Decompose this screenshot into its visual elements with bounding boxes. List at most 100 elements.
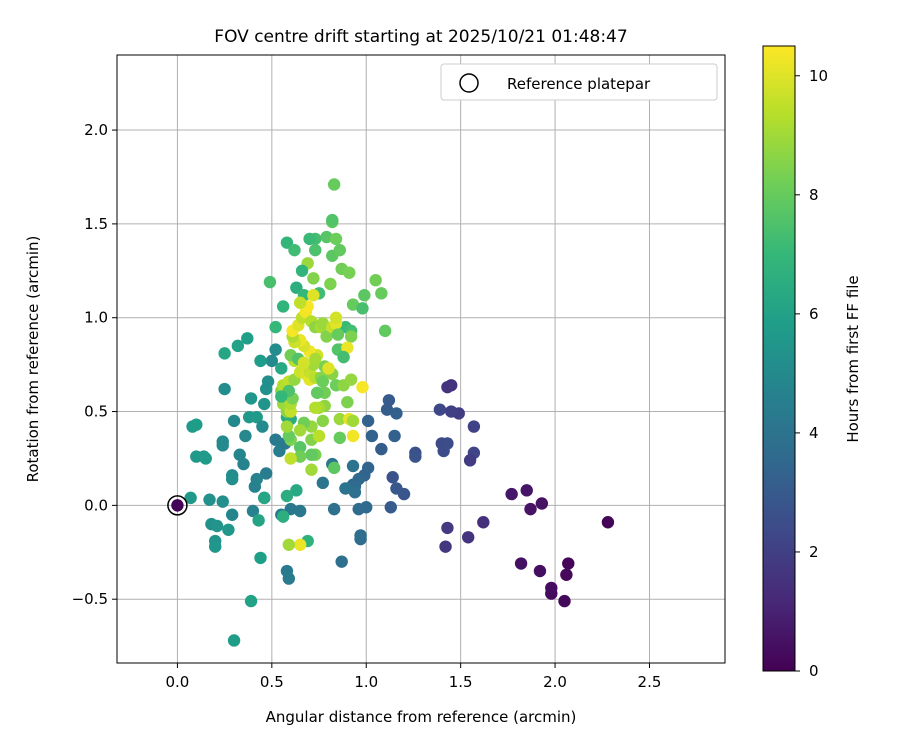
data-point [380,403,394,416]
data-point [378,324,392,338]
data-point [344,330,358,343]
data-point [467,420,481,433]
data-point [210,519,224,533]
colorbar-gradient [762,45,796,672]
data-point [244,594,258,608]
data-point [309,243,322,257]
data-point [463,454,477,467]
data-point [356,302,369,315]
data-point [545,581,558,595]
data-point [562,557,575,570]
data-point [269,343,282,356]
data-point [218,382,231,396]
data-point [307,272,320,285]
data-point [237,457,250,471]
legend-marker [459,73,479,93]
data-point [361,414,375,428]
data-point [441,521,454,535]
data-point [171,499,184,512]
data-point [305,448,318,461]
data-point [290,281,303,294]
data-point [280,489,294,503]
data-point [433,403,447,416]
data-point [282,429,296,443]
data-point [297,356,311,369]
data-point [535,497,549,510]
data-point [190,418,203,431]
data-point [269,320,282,334]
data-point [390,407,403,420]
data-point [337,350,350,364]
data-point [241,332,254,345]
data-point [258,397,271,411]
data-point [225,508,239,521]
colorbar-label: Hours from first FF file [844,275,862,442]
data-point [326,213,339,227]
colorbar-tick-label: 2 [809,543,819,561]
legend: Reference platepar [440,63,718,101]
data-point [216,495,229,508]
data-point [388,429,401,443]
data-point [316,375,330,388]
y-tick-label: 2.0 [84,121,108,139]
chart-title: FOV centre drift starting at 2025/10/21 … [214,27,627,47]
data-point [284,452,297,465]
data-point [375,442,388,456]
data-point [282,538,296,551]
data-point [293,450,307,463]
data-point [216,439,229,452]
data-point [252,514,265,527]
data-point [346,459,360,473]
data-point [284,502,297,516]
data-point [327,178,341,191]
x-tick-label: 2.5 [638,673,662,691]
data-point [265,354,279,368]
plot-frame [116,54,726,664]
x-tick-label: 1.0 [354,673,378,691]
data-point [218,347,231,360]
y-tick-label: −0.5 [72,590,108,608]
data-point [327,502,341,516]
data-point [333,243,347,257]
x-tick-label: 2.0 [543,673,567,691]
colorbar-tick-label: 8 [809,186,819,204]
y-tick-label: 0.5 [84,403,108,421]
data-point [280,236,294,249]
data-point [254,551,267,565]
data-point [309,352,322,366]
data-point [310,386,324,399]
data-point [303,232,316,246]
data-point [288,243,301,257]
colorbar: 0 2 4 6 8 10 Hours from first FF file [762,45,862,680]
data-point [346,429,360,443]
data-point [293,538,307,551]
y-axis-label: Rotation from reference (arcmin) [24,236,42,483]
data-point [290,484,303,497]
data-point [390,482,403,495]
data-point [329,232,343,246]
data-point [441,437,454,450]
data-point [269,433,282,446]
data-point [356,380,369,394]
data-point [322,362,335,375]
data-point [386,471,399,484]
data-point [309,401,322,414]
data-point [533,564,547,578]
data-point [275,362,288,375]
data-point [341,395,354,409]
y-axis-ticks: −0.5 0.0 0.5 1.0 1.5 2.0 [72,121,117,608]
data-point [346,298,360,311]
data-point [258,491,271,505]
data-point [346,414,360,428]
colorbar-tick-label: 6 [809,305,819,323]
data-point [276,300,290,313]
data-point [199,452,212,465]
data-point [514,557,528,570]
data-point [246,504,260,518]
legend-box [440,63,718,101]
data-point [307,288,320,302]
data-point [369,273,382,287]
x-axis-ticks: 0.0 0.5 1.0 1.5 2.0 2.5 [165,663,661,691]
data-point [293,296,307,309]
